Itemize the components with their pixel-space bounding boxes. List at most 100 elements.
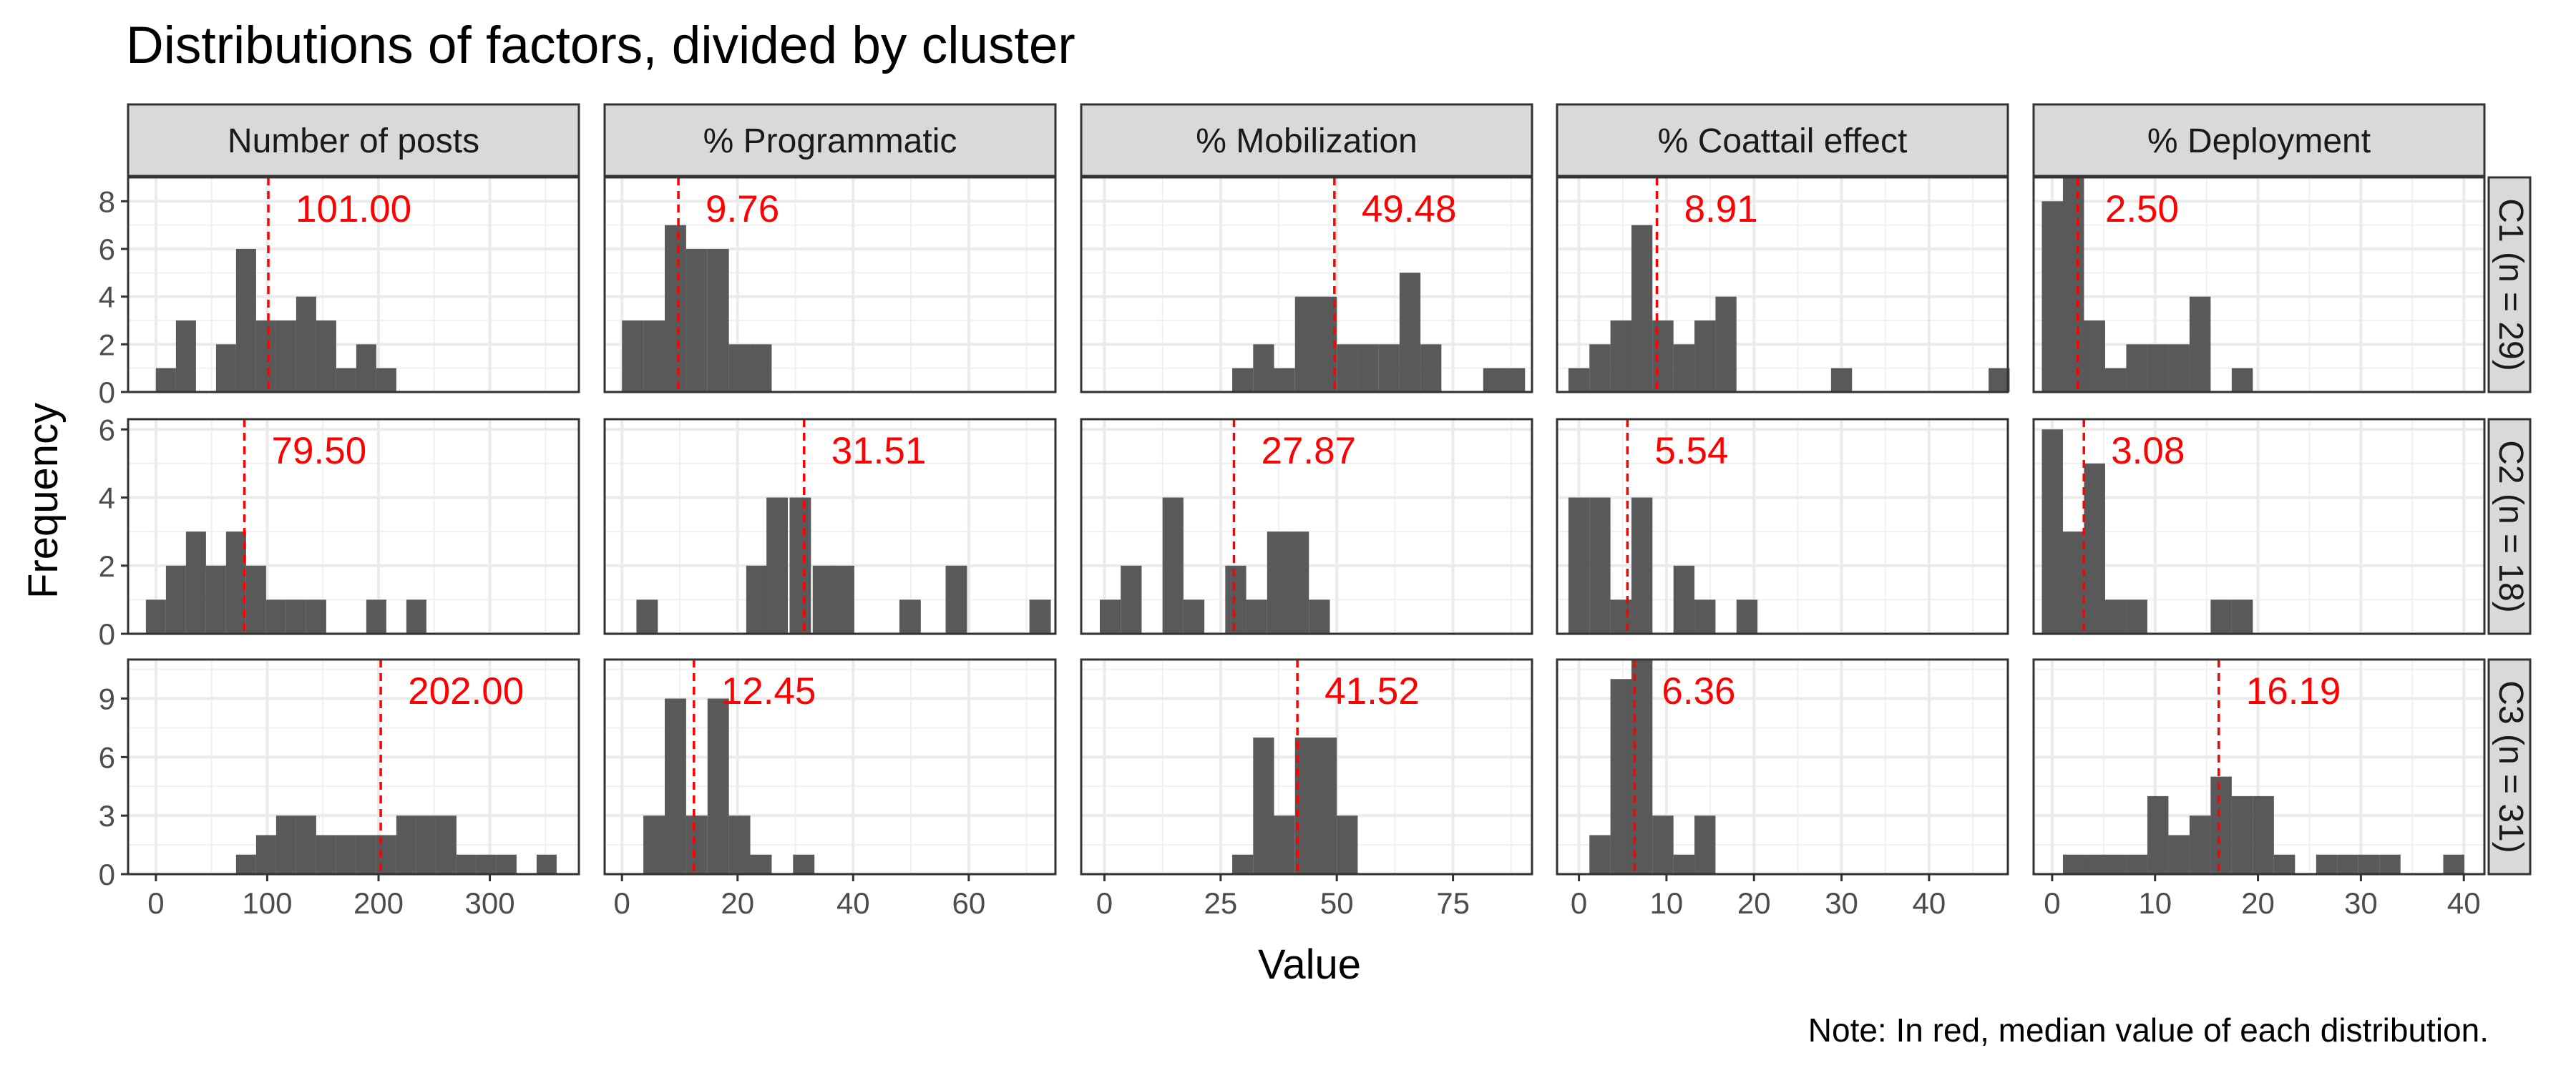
column-strip (603, 103, 1057, 177)
histogram-bar (396, 815, 416, 874)
histogram-bar (636, 599, 658, 634)
histogram-bar (265, 599, 286, 634)
histogram-bar (2062, 854, 2084, 874)
histogram-bar (1246, 599, 1267, 634)
histogram-bar (255, 835, 276, 874)
histogram-bar (356, 835, 376, 874)
median-label: 2.50 (2105, 188, 2179, 230)
panel-border (2032, 418, 2486, 635)
x-tick-label: 30 (2344, 886, 2378, 920)
histogram-bar (2443, 854, 2464, 874)
panel-background (128, 177, 579, 392)
histogram-bar (1589, 835, 1611, 874)
panel-border (1080, 658, 1533, 876)
histogram-bar (1673, 565, 1695, 634)
panel-grid: Number of posts % Programmatic % Mobilizat… (99, 103, 2532, 920)
panel-border (127, 658, 580, 876)
column-strip (127, 103, 580, 177)
facet-panel: 27.87 (1080, 418, 1533, 635)
histogram-bar (2062, 177, 2084, 392)
histogram-bar (1610, 320, 1631, 392)
row-strip (2487, 176, 2532, 393)
histogram-bar (245, 565, 266, 634)
histogram-bar (1989, 368, 2010, 392)
histogram-bar (2062, 531, 2084, 634)
histogram-bar (225, 531, 246, 634)
histogram-bar (789, 497, 811, 634)
facet-panel: 31.51 (603, 418, 1057, 635)
row-strip-label: C1 (n = 29) (2492, 198, 2529, 371)
median-label: 16.19 (2246, 670, 2341, 712)
histogram-bar (1399, 273, 1421, 392)
histogram-bar (686, 249, 708, 392)
facet-panel: 8.91 (1556, 176, 2010, 393)
panel-border (1556, 176, 2009, 393)
y-tick-label: 8 (99, 185, 115, 218)
histogram-bar (476, 854, 497, 874)
facet-panel: 2.50 (2032, 176, 2486, 393)
column-strip-label: % Deployment (2147, 122, 2371, 160)
histogram-bar (2210, 776, 2232, 874)
histogram-bar (2104, 599, 2127, 634)
histogram-bar (286, 599, 306, 634)
histogram-bar (2231, 368, 2253, 392)
histogram-bar (1652, 320, 1674, 392)
histogram-bar (1337, 344, 1358, 392)
y-tick-label: 6 (99, 232, 115, 266)
chart-note: Note: In red, median value of each distr… (1808, 1011, 2489, 1049)
facet-panel: 12.45 0 20 40 60 (603, 658, 1057, 920)
panel-border (1080, 176, 1533, 393)
column-strip-label: % Coattail effect (1658, 122, 1908, 160)
panel-border (1080, 418, 1533, 635)
histogram-bar (2104, 854, 2127, 874)
histogram-bar (728, 344, 751, 392)
histogram-bar (1309, 599, 1330, 634)
x-tick-label: 25 (1204, 886, 1237, 920)
median-label: 31.51 (831, 430, 927, 472)
histogram-bar (2231, 795, 2253, 874)
histogram-bar (1652, 815, 1674, 874)
histogram-bar (406, 599, 426, 634)
histogram-bar (1568, 497, 1590, 634)
histogram-bar (1483, 368, 1505, 392)
histogram-bar (1232, 368, 1254, 392)
histogram-bar (145, 599, 166, 634)
median-label: 6.36 (1662, 670, 1735, 712)
histogram-bar (2210, 599, 2232, 634)
x-tick-label: 40 (836, 886, 870, 920)
facet-panel: 5.54 (1556, 418, 2009, 635)
facet-panel: 9.76 (603, 176, 1057, 393)
histogram-bar (235, 854, 256, 874)
histogram-bar (1631, 497, 1653, 634)
histogram-bar (165, 565, 186, 634)
y-tick-label: 4 (99, 280, 115, 314)
histogram-bar (205, 565, 226, 634)
histogram-bar (2084, 854, 2105, 874)
median-label: 49.48 (1362, 188, 1457, 230)
histogram-bar (1673, 344, 1695, 392)
facet-panel: 41.52 0 25 50 75 (1080, 658, 1533, 920)
x-tick-label: 0 (147, 886, 164, 920)
histogram-bar (2147, 344, 2169, 392)
histogram-bar (1029, 599, 1051, 634)
histogram-bar (1631, 225, 1653, 392)
histogram-bar (155, 368, 176, 392)
histogram-bar (336, 368, 356, 392)
histogram-bar (1715, 296, 1737, 392)
histogram-bar (1253, 344, 1274, 392)
median-label: 202.00 (408, 670, 524, 712)
facet-panel: 3.08 (2032, 418, 2486, 635)
median-label: 41.52 (1324, 670, 1420, 712)
histogram-bar (750, 344, 772, 392)
x-tick-label: 50 (1320, 886, 1354, 920)
row-strip (2487, 658, 2532, 876)
panel-border (2032, 176, 2486, 393)
chart-title: Distributions of factors, divided by clu… (126, 16, 1075, 74)
histogram-bar (366, 599, 386, 634)
histogram-bar (1232, 854, 1254, 874)
histogram-bar (2084, 320, 2105, 392)
histogram-bar (1121, 565, 1142, 634)
histogram-bar (296, 296, 316, 392)
y-tick-label: 3 (99, 799, 115, 833)
histogram-bar (643, 815, 665, 874)
